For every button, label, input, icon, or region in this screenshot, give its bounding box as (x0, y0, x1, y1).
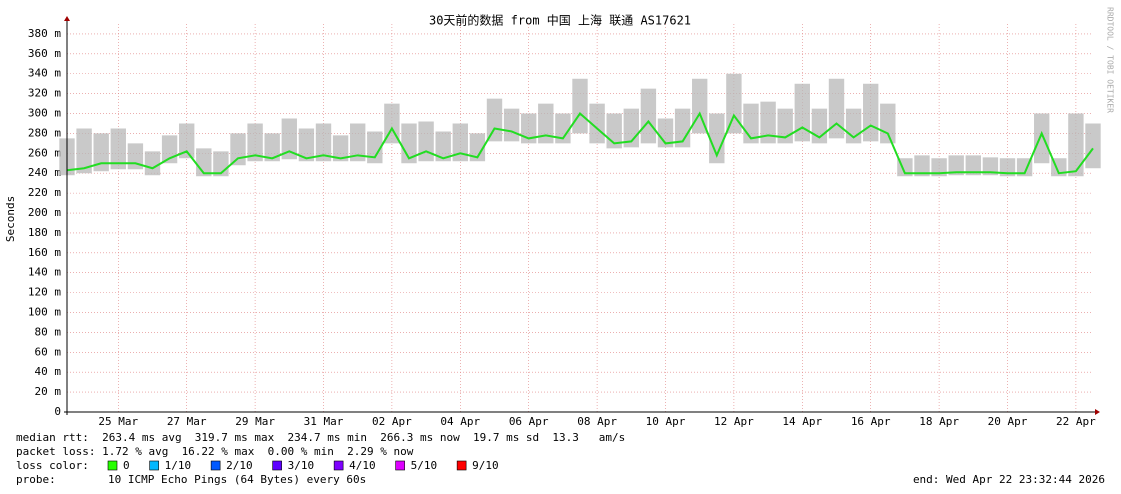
loss-swatch (149, 460, 159, 471)
stats-line: packet loss: 1.72 % avg 16.22 % max 0.00… (16, 445, 414, 458)
x-tick-label: 02 Apr (372, 415, 412, 428)
y-tick-label: 260 m (28, 146, 61, 159)
x-tick-label: 18 Apr (919, 415, 959, 428)
probe: 10 ICMP Echo Pings (64 Bytes) every 60s (108, 473, 366, 486)
probe-label: probe: (16, 473, 56, 486)
loss-swatch (107, 460, 118, 471)
y-tick-label: 220 m (28, 186, 61, 199)
x-tick-label: 10 Apr (646, 415, 686, 428)
loss-swatch (210, 460, 221, 471)
loss-swatch (395, 460, 405, 471)
x-tick-label: 08 Apr (577, 415, 617, 428)
y-tick-label: 80 m (35, 325, 62, 338)
y-tick-label: 60 m (35, 345, 62, 358)
y-tick-label: 140 m (28, 266, 61, 279)
y-tick-label: 360 m (28, 47, 61, 60)
x-tick-label: 04 Apr (440, 415, 480, 428)
median-line (66, 111, 1094, 175)
x-tick-label: 16 Apr (851, 415, 891, 428)
y-tick-label: 380 m (28, 27, 61, 40)
y-tick-label: 340 m (28, 67, 61, 80)
loss-swatch-label: 5/10 (411, 459, 438, 472)
y-tick-label: 200 m (28, 206, 61, 219)
x-tick-label: 06 Apr (509, 415, 549, 428)
x-tick-label: 29 Mar (235, 415, 275, 428)
y-tick-label: 20 m (35, 385, 62, 398)
loss-swatch (456, 460, 467, 471)
x-tick-label: 27 Mar (167, 415, 207, 428)
y-axis-label: Seconds (4, 196, 17, 242)
stats-line: median rtt: 263.4 ms avg 319.7 ms max 23… (16, 431, 625, 444)
axis-arrow (1095, 409, 1100, 415)
loss-swatch-label: 1/10 (165, 459, 192, 472)
loss-swatch-label: 3/10 (288, 459, 315, 472)
loss-swatch-label: 4/10 (349, 459, 376, 472)
y-tick-label: 100 m (28, 306, 61, 319)
loss-swatch-label: 9/10 (472, 459, 499, 472)
y-tick-label: 160 m (28, 246, 61, 259)
chart-title: 30天前的数据 from 中国 上海 联通 AS17621 (429, 13, 691, 28)
axis-arrow (64, 16, 70, 21)
y-tick-label: 40 m (35, 365, 62, 378)
loss-swatch-label: 2/10 (226, 459, 253, 472)
x-tick-label: 12 Apr (714, 415, 754, 428)
y-tick-label: 180 m (28, 226, 61, 239)
end-time: end: Wed Apr 22 23:32:44 2026 (913, 473, 1105, 486)
y-tick-label: 240 m (28, 166, 61, 179)
loss-swatch-label: 0 (123, 459, 130, 472)
x-tick-label: 22 Apr (1056, 415, 1096, 428)
y-tick-label: 300 m (28, 107, 61, 120)
loss-swatch (272, 460, 282, 471)
x-tick-label: 31 Mar (304, 415, 344, 428)
x-tick-label: 14 Apr (782, 415, 822, 428)
y-tick-label: 280 m (28, 126, 61, 139)
loss-label: loss color: (16, 459, 89, 472)
x-tick-label: 20 Apr (988, 415, 1028, 428)
loss-swatch (333, 460, 344, 471)
watermark: RRDTOOL / TOBI OETIKER (1106, 7, 1115, 113)
x-tick-label: 25 Mar (98, 415, 138, 428)
y-tick-label: 120 m (28, 286, 61, 299)
y-tick-label: 0 (54, 405, 61, 418)
y-tick-label: 320 m (28, 87, 61, 100)
